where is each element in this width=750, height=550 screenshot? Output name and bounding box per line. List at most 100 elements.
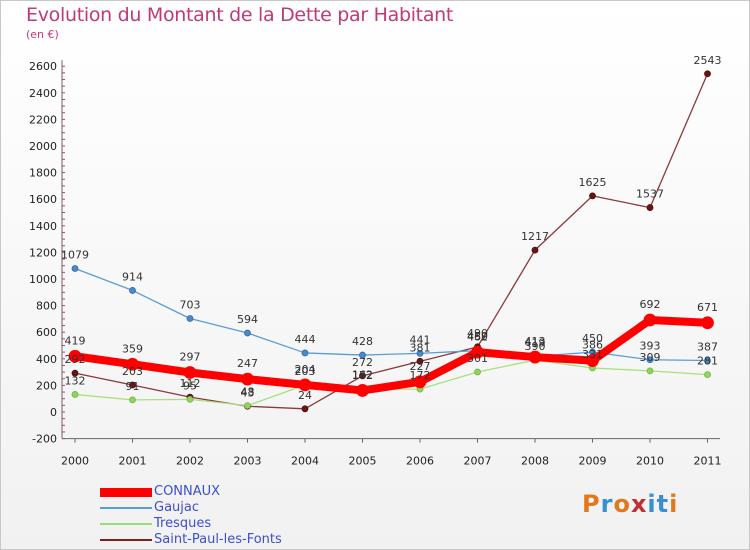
- chart-unit-label: (en €): [26, 28, 59, 41]
- data-label: 91: [126, 380, 140, 393]
- data-label: 381: [410, 341, 431, 354]
- chart-title: Evolution du Montant de la Dette par Hab…: [26, 4, 454, 26]
- data-label: 272: [352, 356, 373, 369]
- x-tick-label: 2001: [119, 455, 147, 468]
- data-point: [704, 70, 711, 78]
- y-tick-label: 2400: [29, 87, 57, 100]
- data-label: 387: [697, 341, 718, 354]
- data-label: 2543: [694, 54, 722, 67]
- data-point: [416, 349, 424, 357]
- data-point: [704, 371, 711, 379]
- legend-swatch: [100, 488, 152, 497]
- data-label: 132: [65, 374, 86, 387]
- data-label: 703: [180, 299, 201, 312]
- x-tick-label: 2009: [579, 455, 607, 468]
- data-label: 204: [295, 363, 316, 376]
- data-point: [704, 357, 711, 364]
- x-tick-label: 2007: [464, 455, 492, 468]
- x-tick-label: 2011: [694, 455, 722, 468]
- data-label: 359: [122, 342, 143, 355]
- data-point: [416, 357, 424, 365]
- data-point: [589, 192, 596, 200]
- data-label: 95: [183, 379, 197, 392]
- data-point: [298, 378, 312, 392]
- data-label: 43: [241, 386, 255, 399]
- data-point: [646, 204, 654, 211]
- x-tick-label: 2000: [61, 455, 89, 468]
- data-point: [129, 381, 136, 389]
- y-tick-label: 1400: [29, 220, 57, 233]
- data-label: 671: [697, 301, 718, 314]
- data-point: [244, 402, 251, 410]
- y-tick-label: 2600: [29, 60, 57, 73]
- data-point: [646, 367, 654, 375]
- y-tick-label: -200: [32, 433, 57, 446]
- y-tick-label: 800: [36, 300, 57, 313]
- data-label: 301: [467, 352, 488, 365]
- data-point: [413, 375, 427, 389]
- data-label: 386: [582, 339, 603, 352]
- data-point: [359, 351, 366, 359]
- data-point: [244, 329, 251, 337]
- data-point: [701, 316, 714, 330]
- y-tick-label: 1600: [29, 193, 57, 206]
- data-label: 112: [180, 377, 201, 390]
- x-tick-label: 2003: [234, 455, 262, 468]
- data-label: 309: [640, 351, 661, 364]
- data-point: [646, 356, 654, 364]
- data-label: 227: [410, 360, 431, 373]
- data-label: 1625: [579, 176, 607, 189]
- data-label: 444: [295, 333, 316, 346]
- data-point: [129, 287, 136, 294]
- data-point: [186, 315, 194, 322]
- data-label: 247: [237, 357, 258, 370]
- y-tick-label: 0: [50, 406, 57, 419]
- legend-swatch: [100, 507, 152, 509]
- data-point: [186, 395, 194, 403]
- data-point: [183, 366, 197, 379]
- legend-label: CONNAUX: [154, 484, 221, 499]
- y-tick-label: 2200: [29, 113, 57, 126]
- data-label: 462: [467, 331, 488, 344]
- data-label: 390: [525, 340, 546, 353]
- data-label: 292: [65, 353, 86, 366]
- data-point: [474, 368, 481, 376]
- data-label: 281: [697, 355, 718, 368]
- data-point: [68, 349, 82, 363]
- data-point: [301, 349, 309, 357]
- data-point: [71, 369, 79, 377]
- x-tick-label: 2005: [349, 455, 377, 468]
- data-label: 594: [237, 313, 258, 326]
- data-point: [643, 313, 657, 327]
- data-point: [356, 384, 369, 397]
- data-label: 413: [525, 335, 546, 348]
- legend-label: Gaujac: [154, 500, 200, 515]
- x-tick-label: 2006: [406, 455, 434, 468]
- data-label: 450: [467, 330, 488, 343]
- legend-swatch: [100, 539, 152, 541]
- data-label: 203: [295, 365, 316, 378]
- data-label: 692: [640, 298, 661, 311]
- data-label: 24: [298, 389, 312, 402]
- data-point: [71, 265, 79, 272]
- data-label: 203: [122, 365, 143, 378]
- data-label: 490: [467, 327, 488, 340]
- y-tick-label: 1800: [29, 167, 57, 180]
- series-line-saint-paul-les-fonts: [74, 73, 709, 410]
- proxiti-logo: Proxiti: [582, 490, 679, 518]
- data-point: [586, 354, 599, 368]
- y-tick-label: 200: [36, 379, 57, 392]
- x-tick-label: 2002: [176, 455, 204, 468]
- series-line-connaux: [74, 315, 708, 395]
- data-label: 393: [640, 340, 661, 353]
- y-tick-label: 2000: [29, 140, 57, 153]
- data-label: 914: [122, 270, 143, 283]
- x-tick-label: 2008: [521, 455, 549, 468]
- legend-label: Saint-Paul-les-Fonts: [154, 532, 282, 547]
- data-label: 1217: [521, 230, 549, 243]
- data-point: [531, 246, 539, 254]
- y-tick-label: 1000: [29, 273, 57, 286]
- data-label: 1537: [636, 188, 664, 201]
- data-label: 1079: [61, 248, 89, 261]
